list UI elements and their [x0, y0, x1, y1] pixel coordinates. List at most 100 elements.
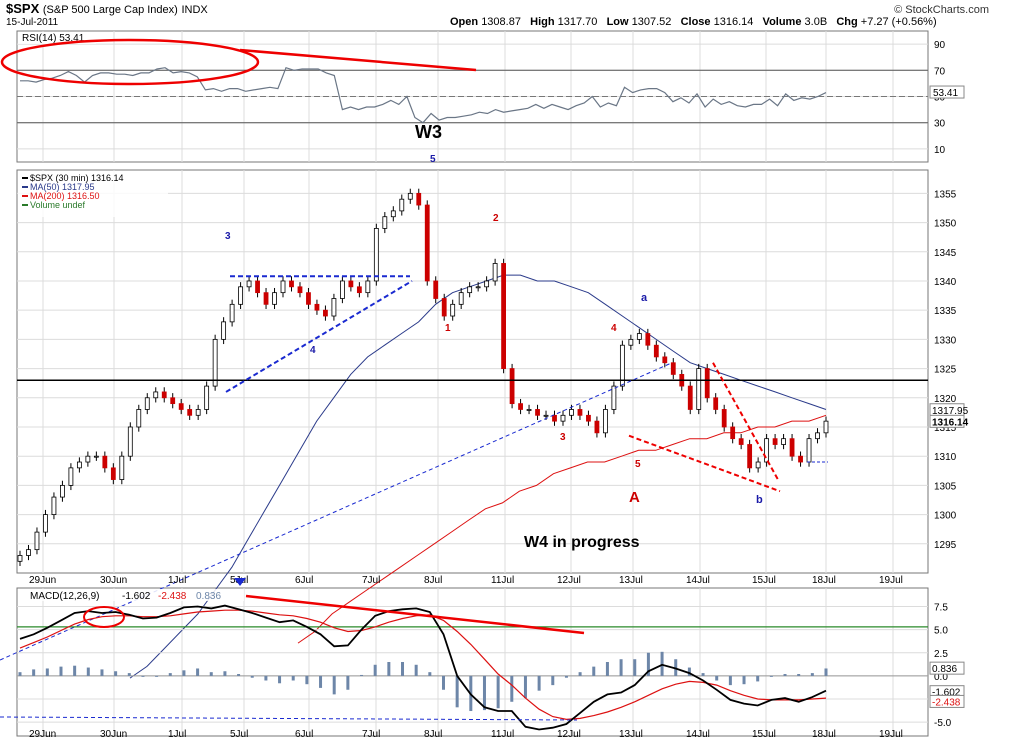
candle-body: [76, 461, 82, 469]
candle-body: [331, 298, 337, 317]
candle-body: [26, 549, 31, 556]
macd-histogram-bar: [715, 675, 719, 681]
macd-histogram-bar: [401, 662, 405, 676]
candle-body: [806, 438, 812, 463]
candle-body: [297, 286, 303, 294]
candle-body: [373, 228, 379, 282]
macd-x-tick-label: 7Jul: [362, 729, 380, 740]
macd-histogram-bar: [100, 669, 104, 676]
macd-histogram-bar: [387, 662, 391, 676]
macd-value-label: 0.836: [932, 664, 957, 675]
close-value: 1316.14: [713, 16, 754, 28]
candle-body: [60, 484, 65, 498]
macd-x-tick-label: 5Jul: [230, 729, 248, 740]
macd-tick-label: 5.0: [934, 626, 948, 637]
macd-tick-label: -5.0: [934, 718, 952, 729]
macd-value-label: -2.438: [932, 697, 961, 708]
macd-x-tick-label: 19Jul: [879, 729, 903, 740]
candle-body: [382, 216, 388, 229]
wave-annotation: 5: [430, 154, 436, 165]
red-wedge-upper: [712, 362, 779, 481]
macd-histogram-bar: [455, 675, 459, 708]
candle-body: [475, 286, 481, 289]
close-label: Close: [680, 16, 711, 28]
candle-body: [577, 409, 583, 416]
macd-histogram-bar: [168, 673, 172, 676]
macd-histogram-bar: [223, 671, 227, 676]
macd-histogram-bar: [660, 651, 664, 676]
candle-body: [594, 420, 600, 434]
candle-body: [280, 280, 286, 294]
candle-body: [543, 414, 549, 417]
open-value: 1308.87: [481, 16, 521, 28]
candle-body: [815, 432, 820, 440]
macd-histogram-bar: [824, 668, 828, 676]
price-tick-label: 1340: [934, 277, 957, 288]
candle-body: [730, 426, 736, 440]
price-x-tick-label: 8Jul: [424, 575, 442, 586]
candle-body: [51, 496, 57, 515]
candle-body: [552, 414, 557, 422]
price-x-tick-label: 30Jun: [100, 575, 127, 586]
candle-body: [144, 397, 150, 410]
macd-histogram-bar: [428, 672, 432, 676]
macd-line: [19, 604, 827, 731]
rsi-tick-label: 70: [934, 66, 946, 77]
high-value: 1317.70: [557, 16, 598, 28]
volume-label: Volume: [762, 16, 802, 28]
candle-body: [229, 303, 235, 323]
macd-histogram-bar: [797, 674, 801, 676]
candle-body: [306, 292, 311, 305]
macd-histogram-bar: [728, 675, 732, 686]
blue-trendline-4: [225, 280, 413, 393]
red-wedge-lower: [628, 434, 781, 493]
rsi-annotation-trendline: [239, 48, 477, 72]
candle-body: [704, 368, 710, 399]
price-x-tick-label: 12Jul: [557, 575, 581, 586]
macd-histogram-bar: [114, 671, 118, 676]
wave-annotation: b: [756, 494, 763, 506]
candle-body: [696, 368, 702, 410]
macd-label: MACD(12,26,9): [30, 591, 99, 602]
macd-histogram-bar: [687, 667, 691, 676]
low-label: Low: [606, 16, 629, 28]
candle-body: [187, 409, 193, 416]
candle-body: [458, 292, 464, 305]
wave-annotation: 5: [635, 459, 641, 470]
candle-body: [662, 356, 668, 364]
macd-histogram-bar: [742, 675, 746, 685]
candle-body: [390, 210, 396, 218]
wave-annotation: W4 in progress: [524, 534, 640, 551]
macd-histogram-bar: [346, 675, 350, 690]
candle-body: [653, 344, 659, 358]
candle-body: [603, 409, 608, 434]
close-value-box: [929, 414, 965, 428]
price-x-tick-label: 7Jul: [362, 575, 380, 586]
candle-body: [509, 368, 515, 405]
candle-body: [93, 455, 99, 458]
candle-body: [713, 397, 719, 410]
macd-value-box: [929, 661, 965, 675]
price-legend-item: Volume undef: [30, 200, 86, 210]
candle-body: [356, 286, 362, 294]
macd-histogram-bar: [209, 672, 213, 676]
date-marker-icon: [234, 578, 246, 586]
macd-histogram-bar: [646, 652, 650, 676]
macd-histogram-bar: [701, 673, 705, 676]
candle-body: [68, 467, 74, 486]
candle-body: [586, 414, 591, 422]
macd-label-value: -1.602: [122, 591, 151, 602]
symbol-title: $SPX (S&P 500 Large Cap Index) INDX: [6, 1, 208, 16]
price-tick-label: 1350: [934, 219, 957, 230]
price-legend-item: MA(200) 1316.50: [30, 191, 100, 201]
candle-body: [755, 461, 761, 469]
candle-body: [43, 514, 48, 533]
wave-annotation: a: [641, 292, 648, 304]
candle-body: [823, 420, 829, 434]
price-tick-label: 1345: [934, 248, 957, 259]
candle-body: [102, 455, 108, 469]
macd-annotation-trendline: [245, 594, 585, 635]
price-tick-label: 1320: [934, 394, 957, 405]
candle-body: [764, 438, 770, 463]
rsi-tick-label: 10: [934, 145, 946, 156]
